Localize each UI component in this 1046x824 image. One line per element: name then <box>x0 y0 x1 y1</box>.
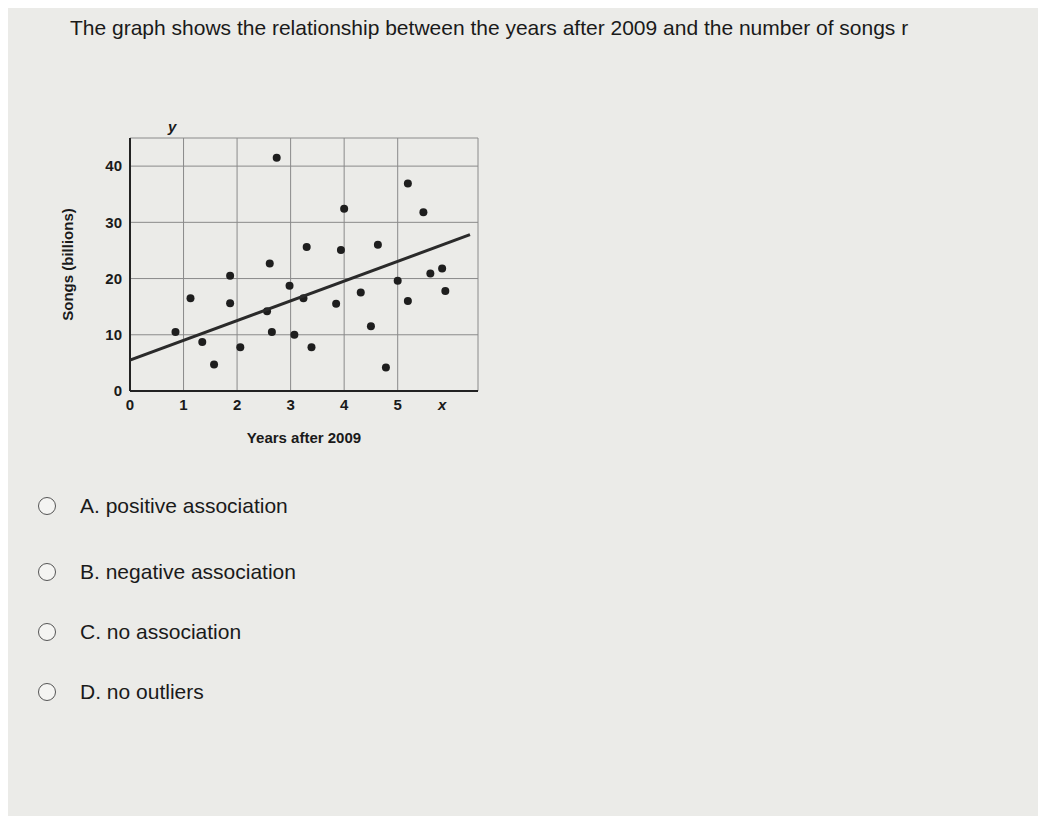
svg-text:4: 4 <box>340 396 349 413</box>
svg-text:Songs (billions): Songs (billions) <box>59 208 76 321</box>
svg-text:0: 0 <box>126 396 134 413</box>
svg-text:3: 3 <box>286 396 294 413</box>
svg-text:5: 5 <box>394 396 402 413</box>
svg-text:20: 20 <box>105 270 122 287</box>
html-text:C. no association: C. no association <box>80 620 242 643</box>
html-text:B. negative association: B. negative association <box>80 560 296 583</box>
svg-text:1: 1 <box>179 396 187 413</box>
html-text:The graph shows the relationsh: The graph shows the relationship between… <box>70 16 909 39</box>
svg-text:30: 30 <box>105 214 122 231</box>
html-text:D. no outliers: D. no outliers <box>80 680 204 703</box>
svg-text:0: 0 <box>114 382 122 399</box>
html-text:y: y <box>168 118 177 135</box>
svg-text:2: 2 <box>233 396 241 413</box>
html-text:x: x <box>438 396 447 413</box>
svg-text:40: 40 <box>105 157 122 174</box>
svg-text:10: 10 <box>105 326 122 343</box>
html-text:A. positive association: A. positive association <box>80 494 288 517</box>
svg-text:Years after 2009: Years after 2009 <box>247 429 361 446</box>
